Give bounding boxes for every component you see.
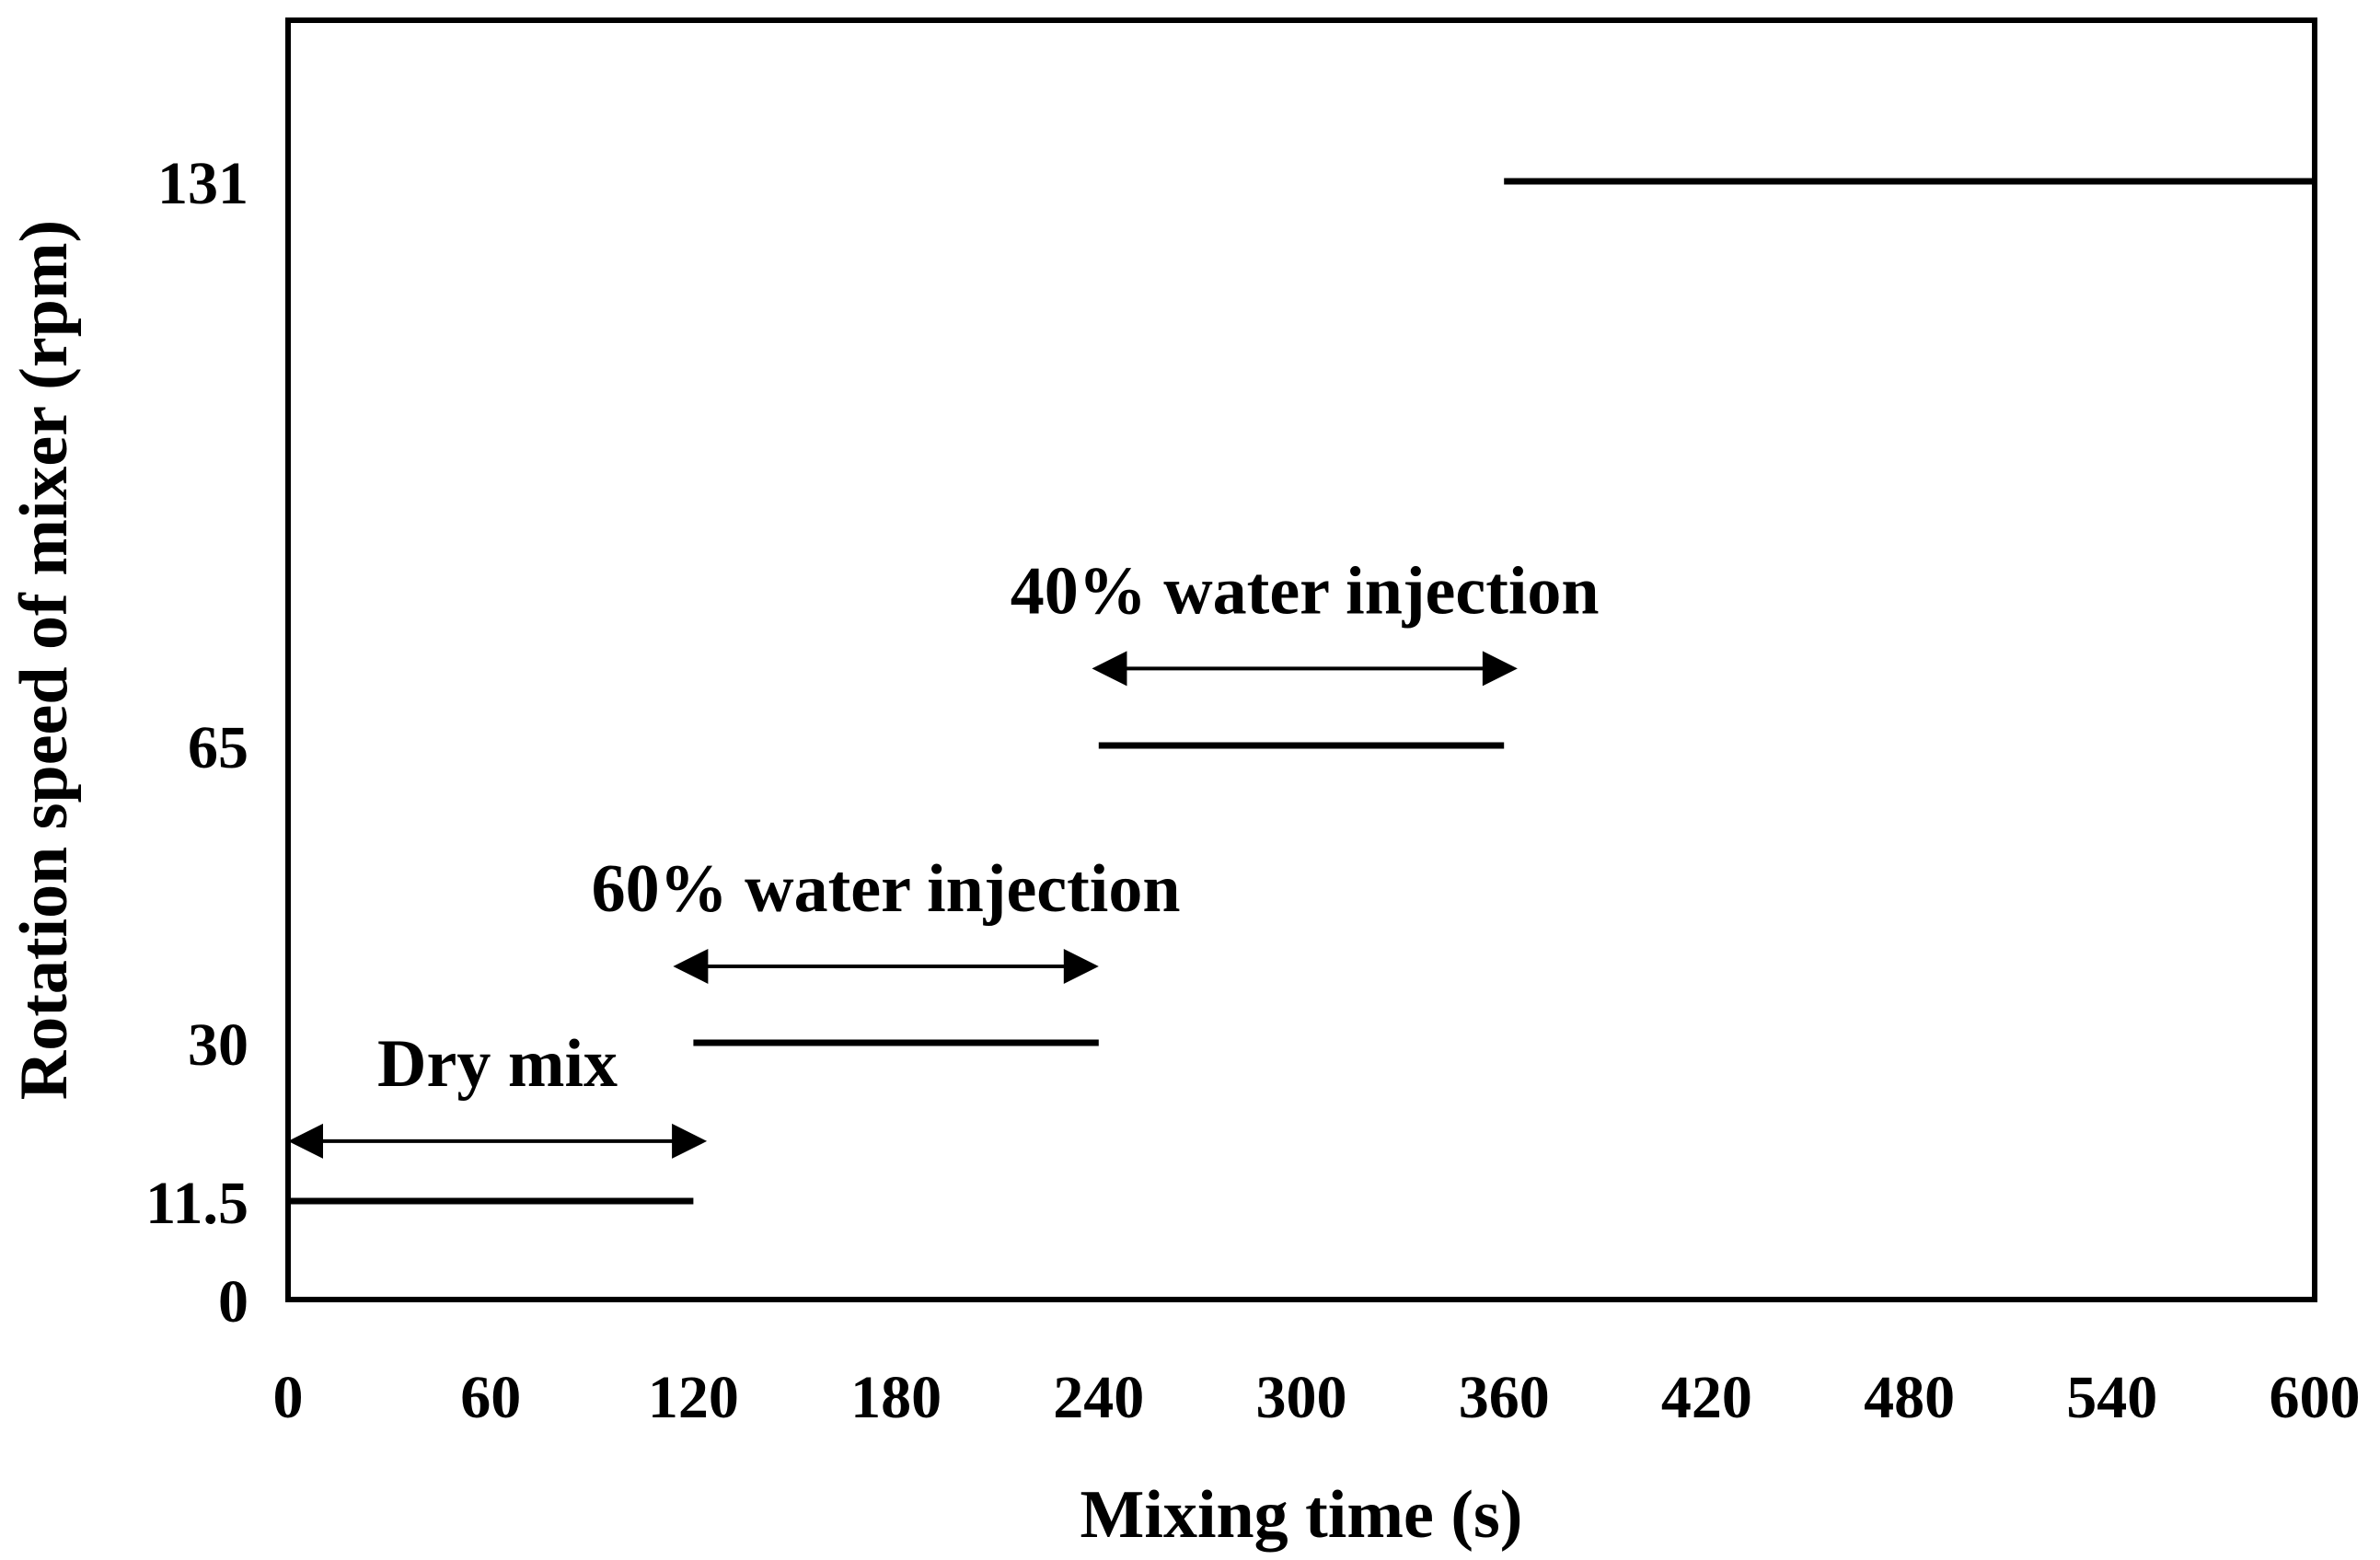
- y-tick-label: 30: [188, 1011, 248, 1079]
- arrow-head-left: [288, 1123, 323, 1159]
- annotation-label: 60% water injection: [592, 851, 1181, 927]
- arrow-head-left: [1092, 651, 1127, 687]
- x-tick-label: 0: [273, 1364, 304, 1431]
- x-tick-label: 300: [1256, 1364, 1347, 1431]
- arrow-head-right: [672, 1123, 708, 1159]
- x-tick-label: 240: [1053, 1364, 1144, 1431]
- x-tick-label: 540: [2066, 1364, 2157, 1431]
- x-tick-label: 600: [2270, 1364, 2361, 1431]
- x-axis-title: Mixing time (s): [1080, 1477, 1523, 1553]
- y-tick-label: 0: [218, 1268, 248, 1335]
- y-tick-label: 65: [188, 714, 248, 781]
- arrow-head-left: [673, 948, 709, 984]
- y-tick-label: 11.5: [145, 1170, 248, 1237]
- x-tick-label: 180: [850, 1364, 942, 1431]
- annotation-label: Dry mix: [377, 1026, 618, 1102]
- x-tick-label: 360: [1459, 1364, 1550, 1431]
- y-axis-title: Rotation speed of mixer (rpm): [6, 220, 82, 1100]
- series-lines: [288, 178, 2315, 1205]
- x-tick-label: 120: [648, 1364, 739, 1431]
- x-tick-labels: 0 60 120 180 240 300 360 420 480 540 600: [273, 1364, 2361, 1431]
- plot-frame: [285, 17, 2317, 1302]
- arrow-head-right: [1482, 651, 1518, 687]
- x-tick-label: 420: [1661, 1364, 1752, 1431]
- annotations: Dry mix 60% water injection 40% water inje…: [288, 553, 1600, 1159]
- x-tick-label: 60: [460, 1364, 521, 1431]
- y-tick-labels: 0 11.5 30 65 131: [145, 150, 248, 1335]
- y-tick-label: 131: [157, 150, 248, 217]
- arrow-head-right: [1063, 948, 1099, 984]
- annotation-label: 40% water injection: [1011, 553, 1600, 629]
- x-tick-label: 480: [1864, 1364, 1955, 1431]
